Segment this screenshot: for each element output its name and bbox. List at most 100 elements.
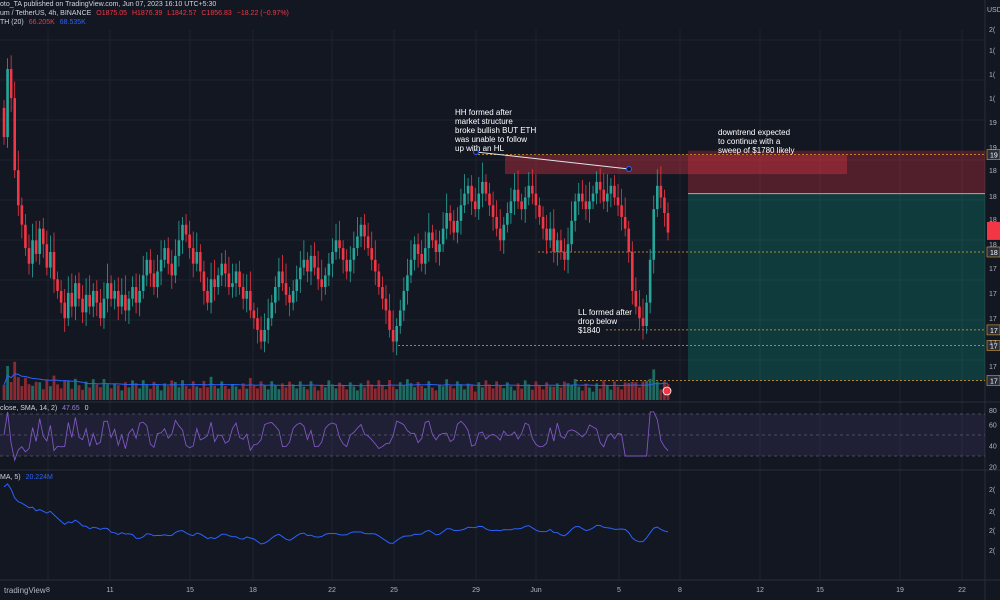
volume-bar	[63, 380, 67, 400]
volume-bar	[356, 390, 359, 400]
annotation-line: to continue with a	[718, 137, 781, 146]
candle-body	[506, 213, 509, 225]
y-tick: 17	[989, 291, 997, 298]
volume-bar	[316, 390, 320, 400]
volume-bar	[134, 383, 138, 400]
volume-bar	[366, 380, 370, 400]
candle-body	[563, 252, 566, 260]
x-axis: 8 11 15 18 22 25 29 Jun 5 8 12 15 19 22	[46, 587, 966, 594]
candle-body	[274, 287, 277, 303]
ind3-tick: 2(	[989, 528, 996, 535]
candle-body	[420, 253, 423, 264]
annotation-ll[interactable]: LL formed after drop below $1840	[578, 308, 632, 335]
candle-body	[316, 267, 320, 280]
annotation-downtrend[interactable]: downtrend expected to continue with a sw…	[718, 128, 795, 155]
y-tick: 17	[989, 364, 997, 371]
candle-body	[538, 205, 541, 217]
volume-bar	[341, 385, 345, 400]
volume-bar	[38, 382, 42, 400]
volume-bar	[320, 384, 324, 400]
volume-bar	[473, 391, 477, 400]
volume-bar	[398, 382, 402, 400]
candle-body	[327, 263, 331, 276]
candle-body	[170, 263, 174, 276]
rsi-tick: 80	[989, 408, 997, 415]
candle-body	[259, 329, 263, 342]
volume-bar	[334, 388, 338, 400]
volume-bar	[388, 380, 391, 400]
candle-body	[452, 220, 456, 233]
y-tick: 17	[989, 340, 997, 347]
candle-body	[459, 205, 463, 221]
candle-body	[570, 220, 573, 245]
candle-body	[445, 213, 448, 229]
annotation-hh[interactable]: HH formed after market structure broke b…	[455, 108, 536, 153]
volume-bar	[91, 379, 95, 400]
volume-bar	[488, 384, 491, 400]
candle-body	[402, 290, 406, 311]
y-tick: 17	[989, 266, 997, 273]
volume-bar	[98, 387, 102, 400]
x-tick: 18	[249, 587, 257, 594]
candle-body	[481, 181, 484, 194]
x-tick: 8	[678, 587, 682, 594]
level-tag-text: 19	[990, 153, 998, 160]
x-tick: 12	[756, 587, 764, 594]
volume-bar	[573, 379, 577, 400]
volume-bar	[452, 388, 456, 400]
y-tick: 1(	[989, 48, 996, 55]
volume-bar	[73, 378, 77, 400]
annotation-line: drop below	[578, 317, 618, 326]
candle-body	[556, 240, 559, 252]
volume-bar	[559, 387, 563, 400]
volume-bar	[534, 381, 538, 400]
candle-body	[9, 68, 13, 99]
symbol-line: um / TetherUS, 4h, BINANCE O1875.05 H187…	[0, 10, 292, 17]
volume-bar	[123, 382, 127, 400]
candle-body	[595, 181, 598, 194]
candle-body	[156, 271, 159, 288]
volume-bar	[491, 388, 495, 400]
ind3-legend: MA, 5) 20.224M	[0, 474, 56, 481]
volume-bar	[477, 382, 481, 400]
volume-bar	[191, 381, 195, 400]
volume-label[interactable]: TH (20)	[0, 19, 24, 26]
volume-bar	[502, 388, 506, 400]
candle-body	[384, 298, 388, 311]
ind3-label[interactable]: MA, 5)	[0, 474, 21, 481]
candle-body	[634, 290, 638, 307]
volume-bar	[198, 388, 202, 400]
candle-body	[663, 197, 666, 214]
tradingview-logo[interactable]: tradingView	[4, 586, 46, 595]
volume-bar	[70, 388, 74, 400]
publisher-text: oto_TA published on TradingView.com, Jun…	[0, 1, 217, 8]
rsi-line	[3, 411, 669, 462]
indicator-pane: 2(2(2(2(	[3, 483, 996, 555]
candle-body	[377, 271, 381, 288]
volume-bar	[45, 379, 49, 400]
volume-bar	[552, 386, 556, 400]
volume-bar	[166, 386, 170, 400]
volume-bar	[223, 386, 227, 400]
close-value: C1856.83	[201, 10, 232, 17]
annotation-line: $1840	[578, 326, 601, 335]
candle-body	[645, 302, 648, 326]
volume-bar	[530, 389, 534, 400]
volume-bar	[555, 383, 559, 400]
candle-body	[177, 240, 181, 256]
symbol-text[interactable]: um / TetherUS, 4h, BINANCE	[0, 10, 92, 17]
rsi-label[interactable]: close, SMA, 14, 2)	[0, 405, 58, 412]
candle-body	[52, 252, 56, 280]
volume-bar	[630, 382, 634, 400]
volume-bar	[113, 383, 117, 400]
volume-bar	[213, 385, 217, 400]
candle-body	[116, 290, 120, 307]
volume-bar	[195, 386, 199, 400]
candle-body	[199, 252, 202, 272]
y-tick: 18	[989, 194, 997, 201]
y-tick: 18	[989, 168, 997, 175]
volume-bar	[563, 381, 566, 400]
ind3-value: 20.224M	[25, 474, 53, 481]
volume-bar	[95, 384, 99, 400]
